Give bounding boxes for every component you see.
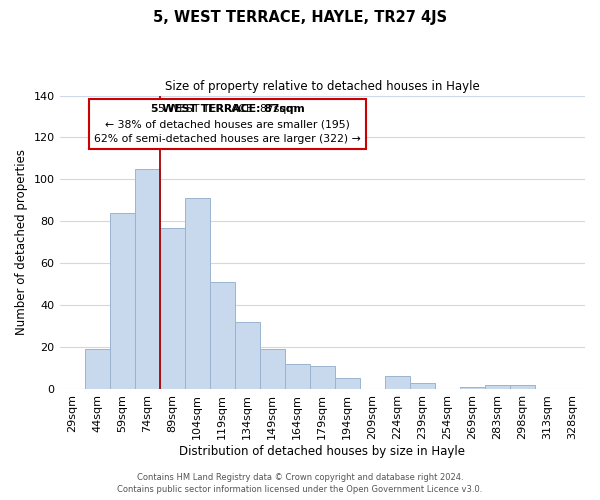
Bar <box>160 228 185 389</box>
Bar <box>510 385 535 389</box>
Bar <box>134 169 160 389</box>
Bar <box>185 198 209 389</box>
Y-axis label: Number of detached properties: Number of detached properties <box>15 150 28 336</box>
Bar <box>285 364 310 389</box>
Bar <box>335 378 360 389</box>
Text: 5 WEST TERRACE: 87sqm: 5 WEST TERRACE: 87sqm <box>151 104 305 144</box>
Bar <box>85 349 110 389</box>
Bar <box>485 385 510 389</box>
X-axis label: Distribution of detached houses by size in Hayle: Distribution of detached houses by size … <box>179 444 465 458</box>
Bar <box>410 382 435 389</box>
Text: 5 WEST TERRACE: 87sqm
← 38% of detached houses are smaller (195)
62% of semi-det: 5 WEST TERRACE: 87sqm ← 38% of detached … <box>94 104 361 144</box>
Bar <box>260 349 285 389</box>
Bar <box>110 213 134 389</box>
Bar <box>235 322 260 389</box>
Text: Contains HM Land Registry data © Crown copyright and database right 2024.
Contai: Contains HM Land Registry data © Crown c… <box>118 472 482 494</box>
Title: Size of property relative to detached houses in Hayle: Size of property relative to detached ho… <box>165 80 479 93</box>
Bar <box>385 376 410 389</box>
Bar <box>460 387 485 389</box>
Bar <box>310 366 335 389</box>
Bar <box>209 282 235 389</box>
Text: 5, WEST TERRACE, HAYLE, TR27 4JS: 5, WEST TERRACE, HAYLE, TR27 4JS <box>153 10 447 25</box>
